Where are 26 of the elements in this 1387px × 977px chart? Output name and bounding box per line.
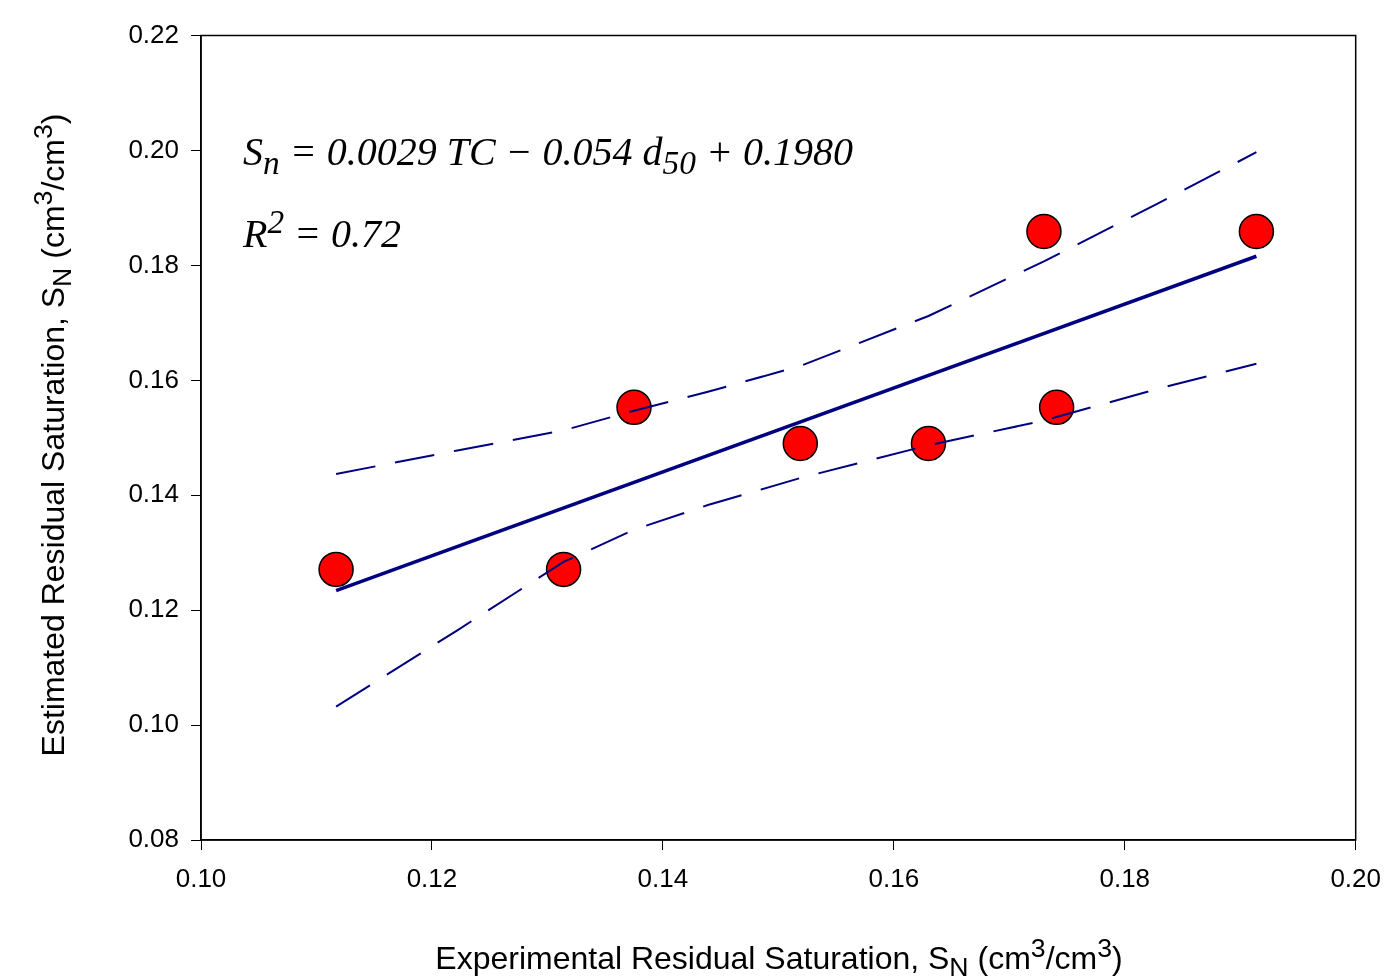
annotation: R$^{2}$ = 0.72 [243, 203, 402, 257]
point [545, 551, 582, 588]
line-series [335, 362, 1258, 708]
y-tick-label: 0.20 [128, 133, 179, 164]
x-tick-label: 0.20 [1330, 862, 1381, 893]
point [318, 551, 354, 588]
x-tick-label: 0.10 [175, 862, 227, 893]
annotation: S$_{n}$ = 0.0029 TC − 0.054 d$_{50}$ + 0.1980 [243, 129, 853, 182]
y-tick-label: 0.08 [128, 823, 179, 854]
y-tick-label: 0.16 [128, 363, 179, 394]
y-tick-label: 0.12 [128, 593, 179, 624]
point [782, 425, 819, 462]
x-tick-label: 0.16 [868, 862, 920, 893]
point [1026, 213, 1062, 250]
y-tick-label: 0.10 [128, 708, 179, 739]
y-tick-label: 0.22 [128, 18, 179, 49]
point [616, 389, 652, 426]
x-tick-label: 0.14 [637, 862, 689, 893]
point [910, 425, 947, 462]
y-tick-label: 0.14 [128, 478, 179, 509]
x-tick-label: 0.18 [1099, 862, 1151, 893]
point [1038, 389, 1075, 426]
x-axis-title: Experimental Residual Saturation, S$_{N}$ (cm$^{3}$/cm$^{3}$) [435, 932, 1123, 977]
point [1238, 213, 1275, 250]
y-tick-label: 0.18 [128, 248, 179, 279]
x-tick-label: 0.12 [406, 862, 458, 893]
